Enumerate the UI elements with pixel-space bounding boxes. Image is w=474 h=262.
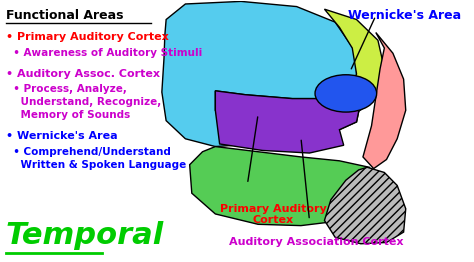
Text: • Awareness of Auditory Stimuli: • Awareness of Auditory Stimuli	[6, 48, 202, 58]
Polygon shape	[190, 146, 376, 226]
Text: • Primary Auditory Cortex: • Primary Auditory Cortex	[6, 32, 168, 42]
Text: Functional Areas: Functional Areas	[6, 9, 123, 22]
Polygon shape	[162, 1, 356, 146]
Polygon shape	[324, 9, 384, 113]
Text: Temporal: Temporal	[6, 221, 164, 250]
Text: • Auditory Assoc. Cortex: • Auditory Assoc. Cortex	[6, 69, 160, 79]
Text: Primary Auditory
Cortex: Primary Auditory Cortex	[220, 204, 327, 225]
Text: Auditory Association Cortex: Auditory Association Cortex	[228, 237, 403, 247]
Text: Memory of Sounds: Memory of Sounds	[6, 110, 130, 120]
Text: Understand, Recognize,: Understand, Recognize,	[6, 97, 161, 107]
Text: • Comprehend/Understand: • Comprehend/Understand	[6, 146, 171, 157]
Circle shape	[315, 75, 377, 112]
Text: • Process, Analyze,: • Process, Analyze,	[6, 84, 127, 94]
Polygon shape	[324, 167, 406, 244]
Text: • Wernicke's Area: • Wernicke's Area	[6, 131, 117, 141]
Polygon shape	[363, 32, 406, 168]
Polygon shape	[215, 91, 359, 130]
Polygon shape	[215, 91, 359, 153]
Text: Wernicke's Area: Wernicke's Area	[348, 9, 461, 22]
Text: Written & Spoken Language: Written & Spoken Language	[6, 160, 186, 170]
